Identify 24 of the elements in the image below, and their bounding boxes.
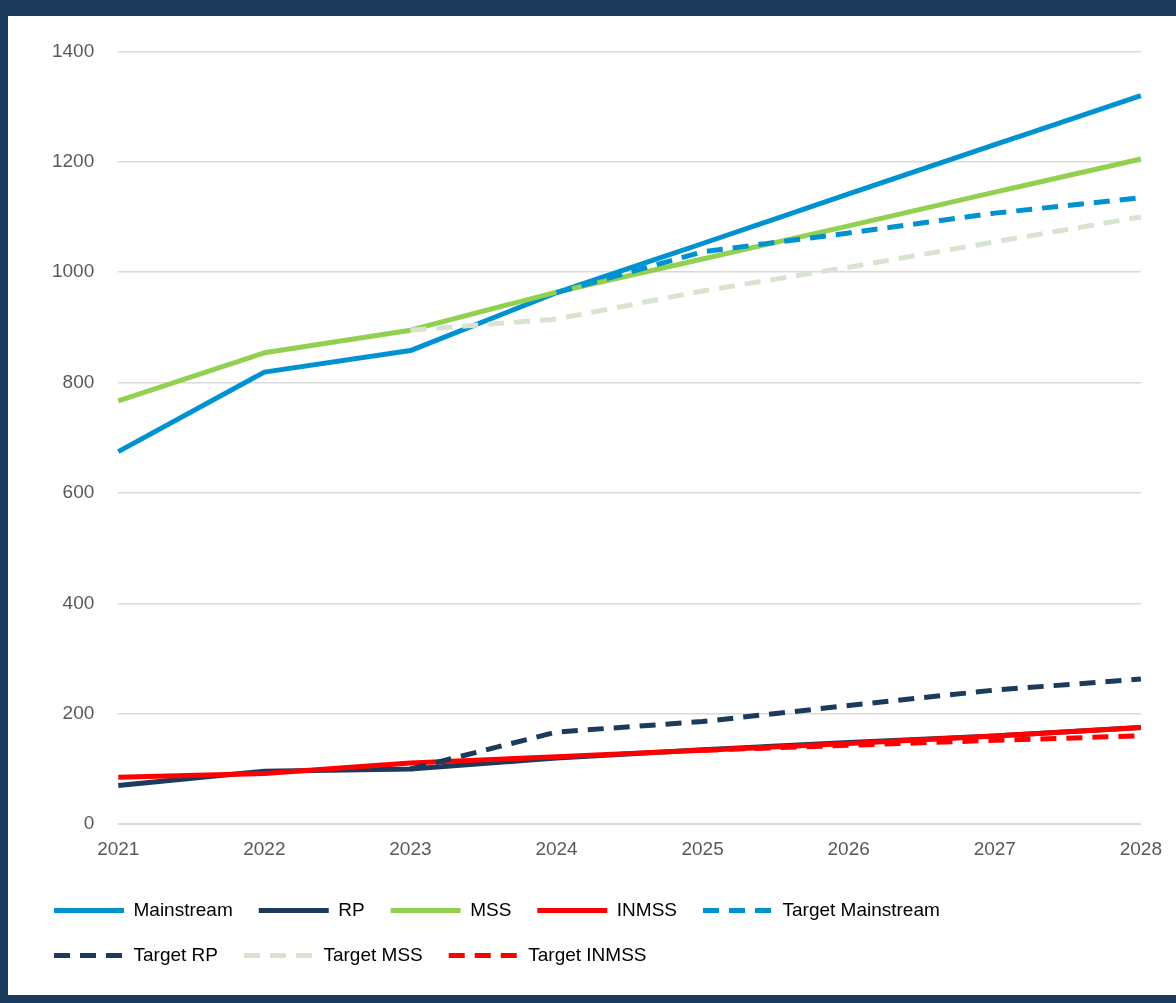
legend-label: RP — [338, 898, 365, 920]
x-tick-label: 2025 — [681, 837, 724, 859]
y-tick-label: 600 — [62, 481, 95, 503]
legend-label: Target MSS — [323, 943, 423, 965]
legend-label: MSS — [470, 898, 512, 920]
y-tick-label: 0 — [83, 812, 95, 834]
legend-label: Target INMSS — [528, 943, 647, 965]
x-tick-label: 2024 — [535, 837, 579, 859]
x-tick-label: 2021 — [97, 837, 140, 859]
legend-label: Mainstream — [133, 898, 233, 920]
legend-label: INMSS — [616, 898, 677, 920]
legend-label: Target Mainstream — [782, 898, 940, 920]
x-tick-label: 2023 — [389, 837, 432, 859]
y-tick-label: 1000 — [51, 260, 95, 282]
x-tick-label: 2026 — [827, 837, 870, 859]
y-tick-label: 800 — [62, 370, 95, 392]
x-tick-label: 2027 — [973, 837, 1016, 859]
x-tick-label: 2028 — [1119, 837, 1163, 859]
x-tick-label: 2022 — [243, 837, 286, 859]
y-tick-label: 1400 — [51, 39, 95, 61]
y-tick-label: 200 — [62, 702, 95, 724]
y-tick-label: 400 — [62, 591, 95, 613]
y-tick-label: 1200 — [51, 150, 95, 172]
legend-label: Target RP — [133, 943, 218, 965]
